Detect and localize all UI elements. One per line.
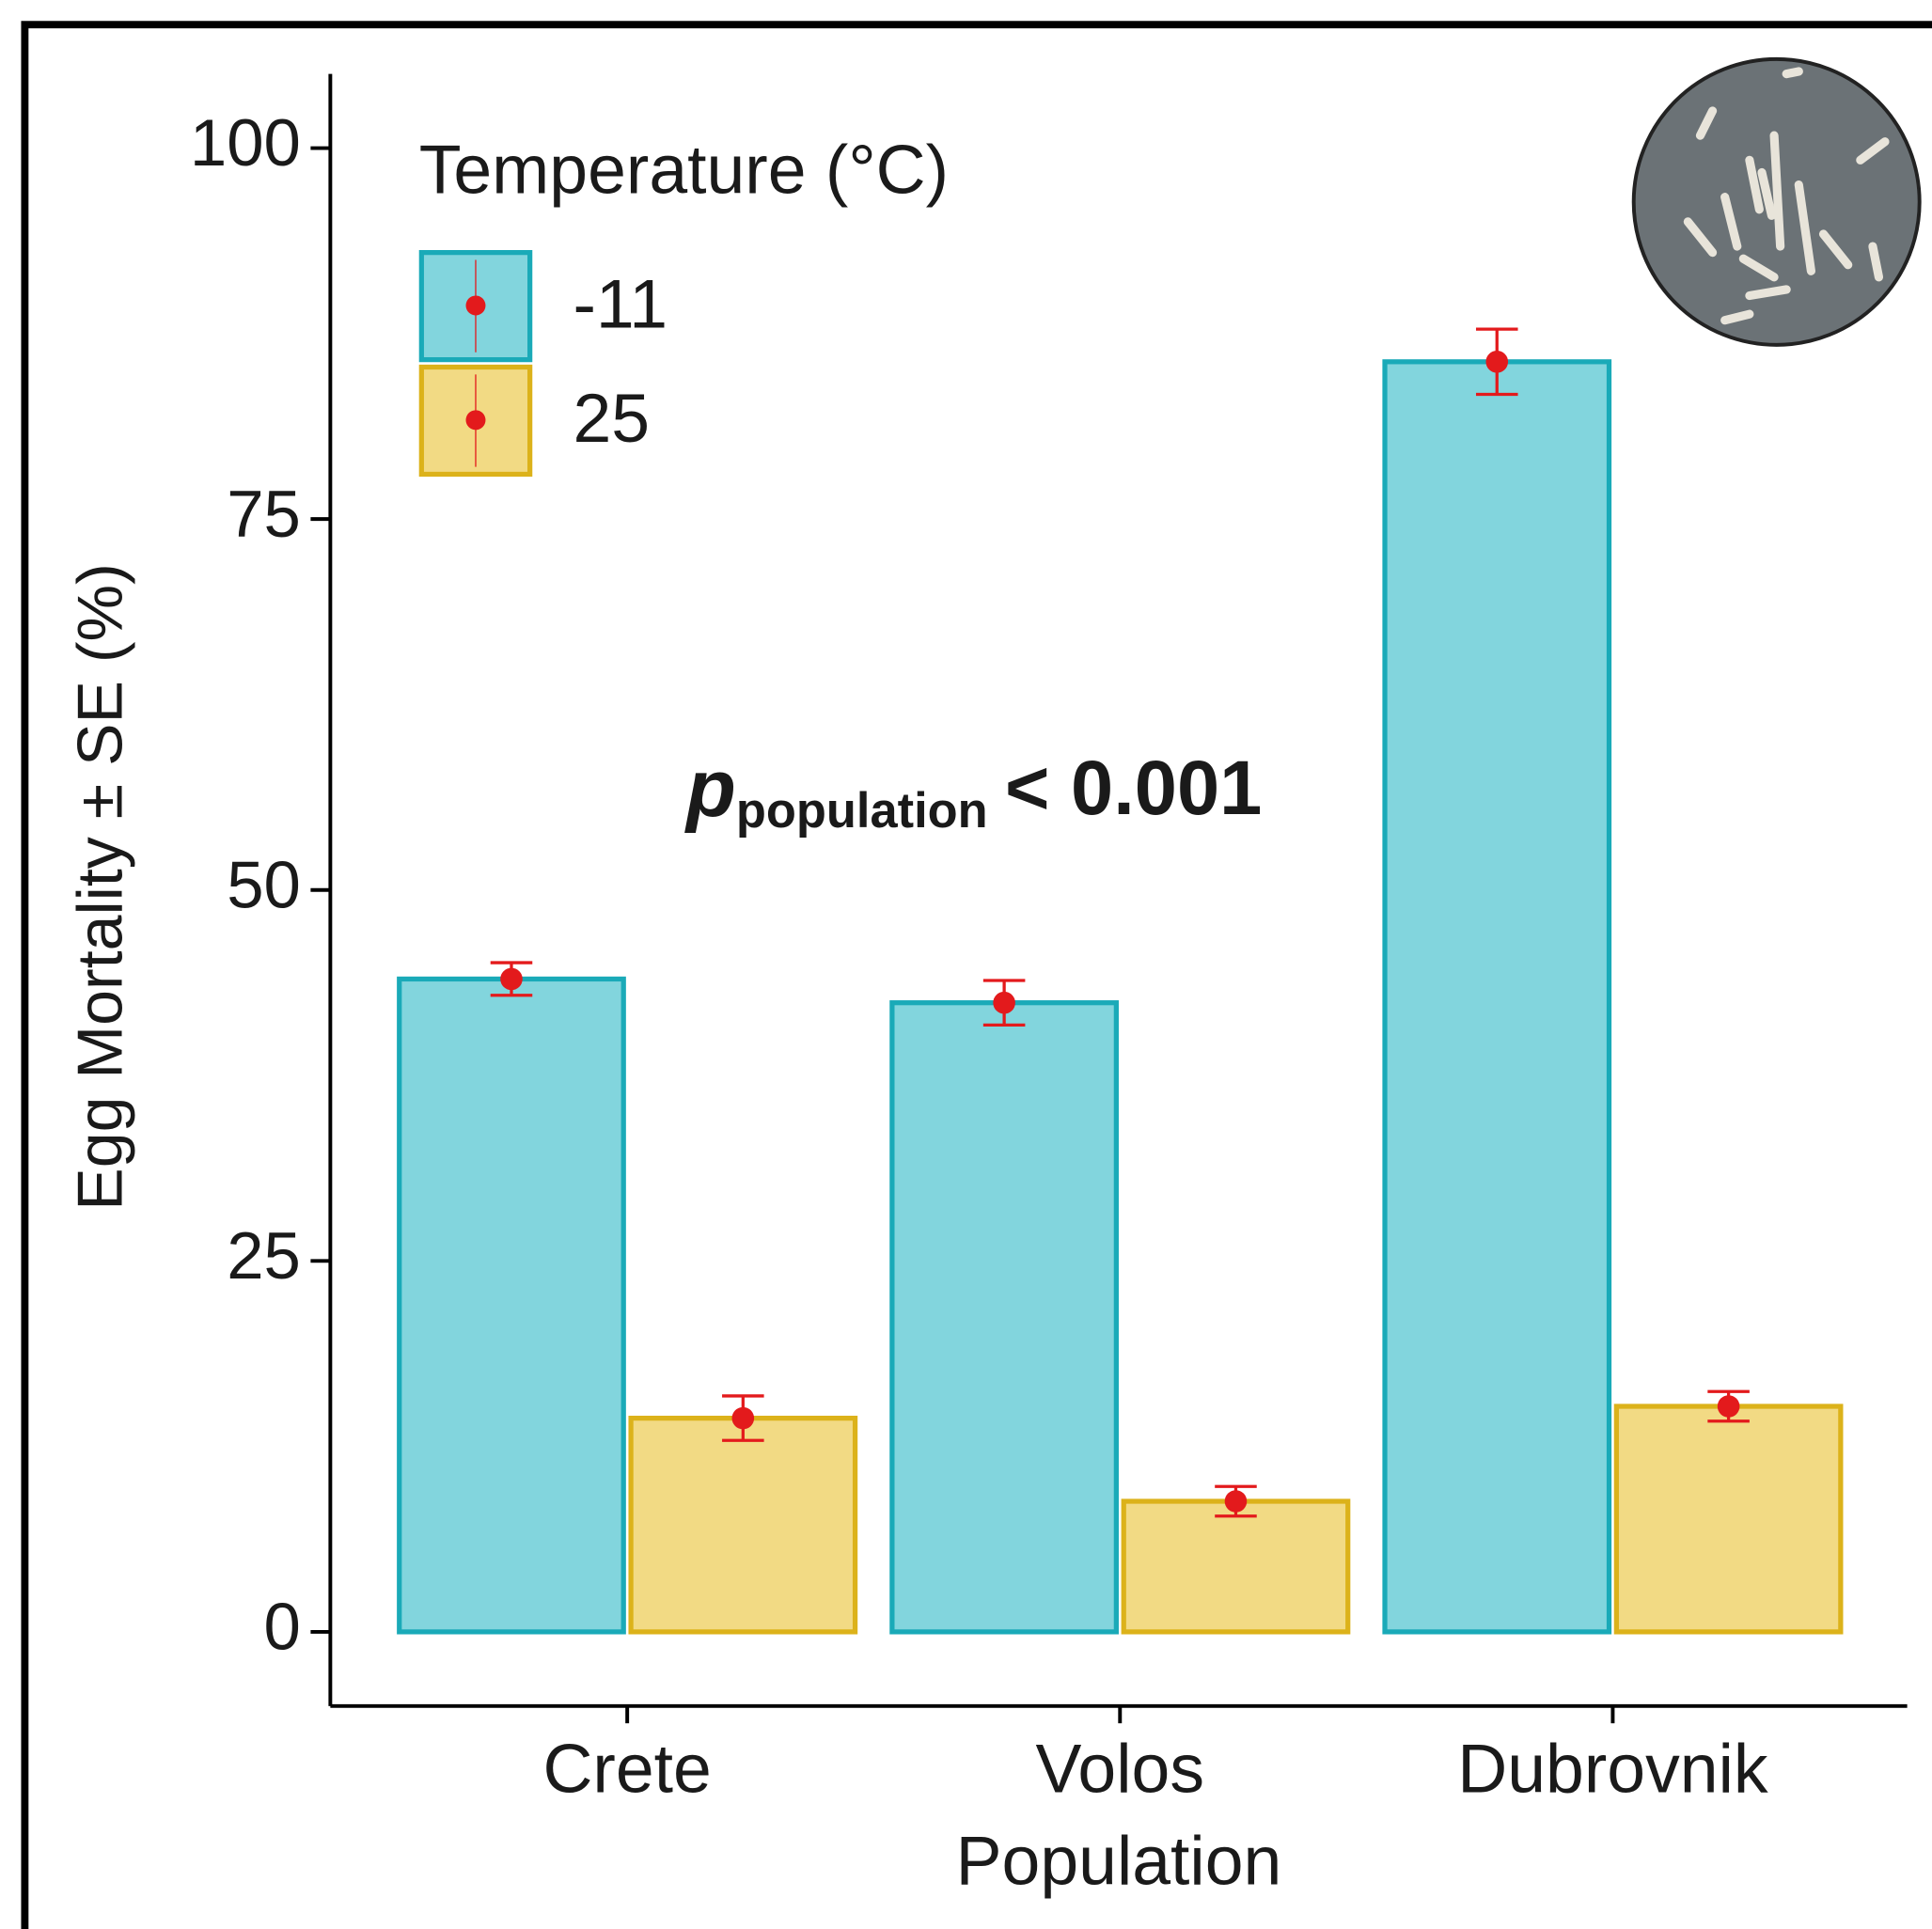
y-tick-label: 25 (227, 1218, 301, 1293)
mean-point (1718, 1395, 1740, 1418)
x-tick-label: Dubrovnik (1457, 1730, 1768, 1807)
y-tick-label: 75 (227, 477, 301, 551)
annotation-subscript: population (736, 784, 988, 839)
mean-point (1225, 1490, 1248, 1513)
x-axis-title: Population (956, 1823, 1282, 1900)
annotation-p: p (684, 744, 736, 834)
mean-point (1485, 351, 1508, 373)
y-tick-label: 50 (227, 847, 301, 921)
legend-glyph (466, 410, 486, 430)
legend-label: -11 (573, 265, 668, 342)
bar (400, 979, 623, 1631)
bar (631, 1419, 855, 1632)
inset-photo (1634, 59, 1920, 345)
bar (892, 1003, 1116, 1632)
annotation-text: < 0.001 (1005, 746, 1262, 832)
bar (1385, 362, 1609, 1632)
mean-point (500, 968, 523, 991)
y-axis-title: Egg Mortality ± SE (%) (65, 563, 136, 1211)
x-tick-label: Crete (542, 1730, 711, 1807)
chart: Egg Mortality ± SE (%) Population Temper… (0, 0, 1932, 1929)
x-tick-label: Volos (1036, 1730, 1204, 1807)
bar (1123, 1501, 1347, 1632)
bar (1616, 1406, 1840, 1632)
y-tick-label: 100 (190, 105, 301, 180)
legend-title: Temperature (°C) (419, 131, 949, 208)
legend-label: 25 (573, 380, 651, 457)
mean-point (993, 992, 1015, 1014)
legend-glyph (466, 295, 486, 315)
y-tick-label: 0 (264, 1590, 301, 1664)
mean-point (732, 1407, 755, 1430)
